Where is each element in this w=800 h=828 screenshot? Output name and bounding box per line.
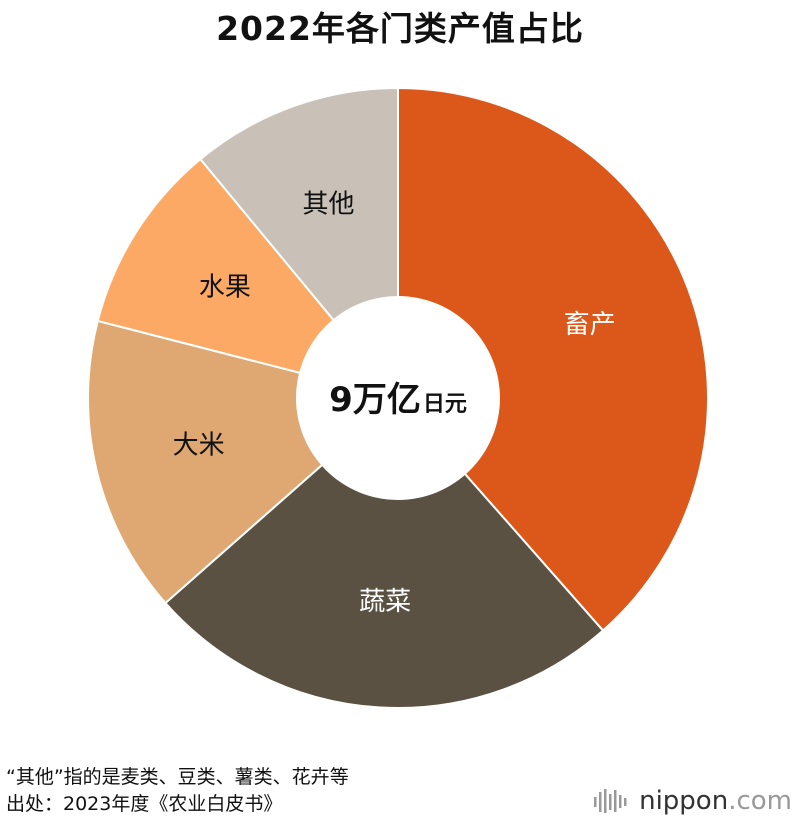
donut-slices bbox=[87, 86, 709, 709]
brand-logo: nippon .com bbox=[593, 786, 792, 816]
slice-label-4: 其他 bbox=[303, 190, 355, 220]
donut-hole bbox=[296, 296, 500, 500]
center-total-label: 9万亿日元 bbox=[300, 372, 496, 421]
brand-suffix: .com bbox=[728, 786, 792, 816]
center-total-value: 9万亿 bbox=[329, 380, 421, 420]
center-total-unit: 日元 bbox=[422, 392, 467, 417]
pie-slice-0 bbox=[397, 86, 709, 632]
slice-label-0: 畜产 bbox=[564, 310, 616, 340]
pie-slice-1 bbox=[164, 396, 605, 709]
chart-title: 2022年各门类产值占比 bbox=[216, 9, 584, 48]
slice-label-2: 大米 bbox=[173, 430, 225, 460]
slice-label-3: 水果 bbox=[199, 273, 251, 303]
brand-name: nippon bbox=[639, 786, 729, 816]
footnote-definition: “其他”指的是麦类、豆类、薯类、花卉等 bbox=[6, 766, 349, 788]
slice-label-1: 蔬菜 bbox=[359, 587, 411, 617]
footnote-source: 出处：2023年度《农业白皮书》 bbox=[6, 793, 283, 815]
sound-bars-icon bbox=[594, 789, 627, 813]
footnotes: “其他”指的是麦类、豆类、薯类、花卉等 出处：2023年度《农业白皮书》 bbox=[6, 764, 349, 818]
